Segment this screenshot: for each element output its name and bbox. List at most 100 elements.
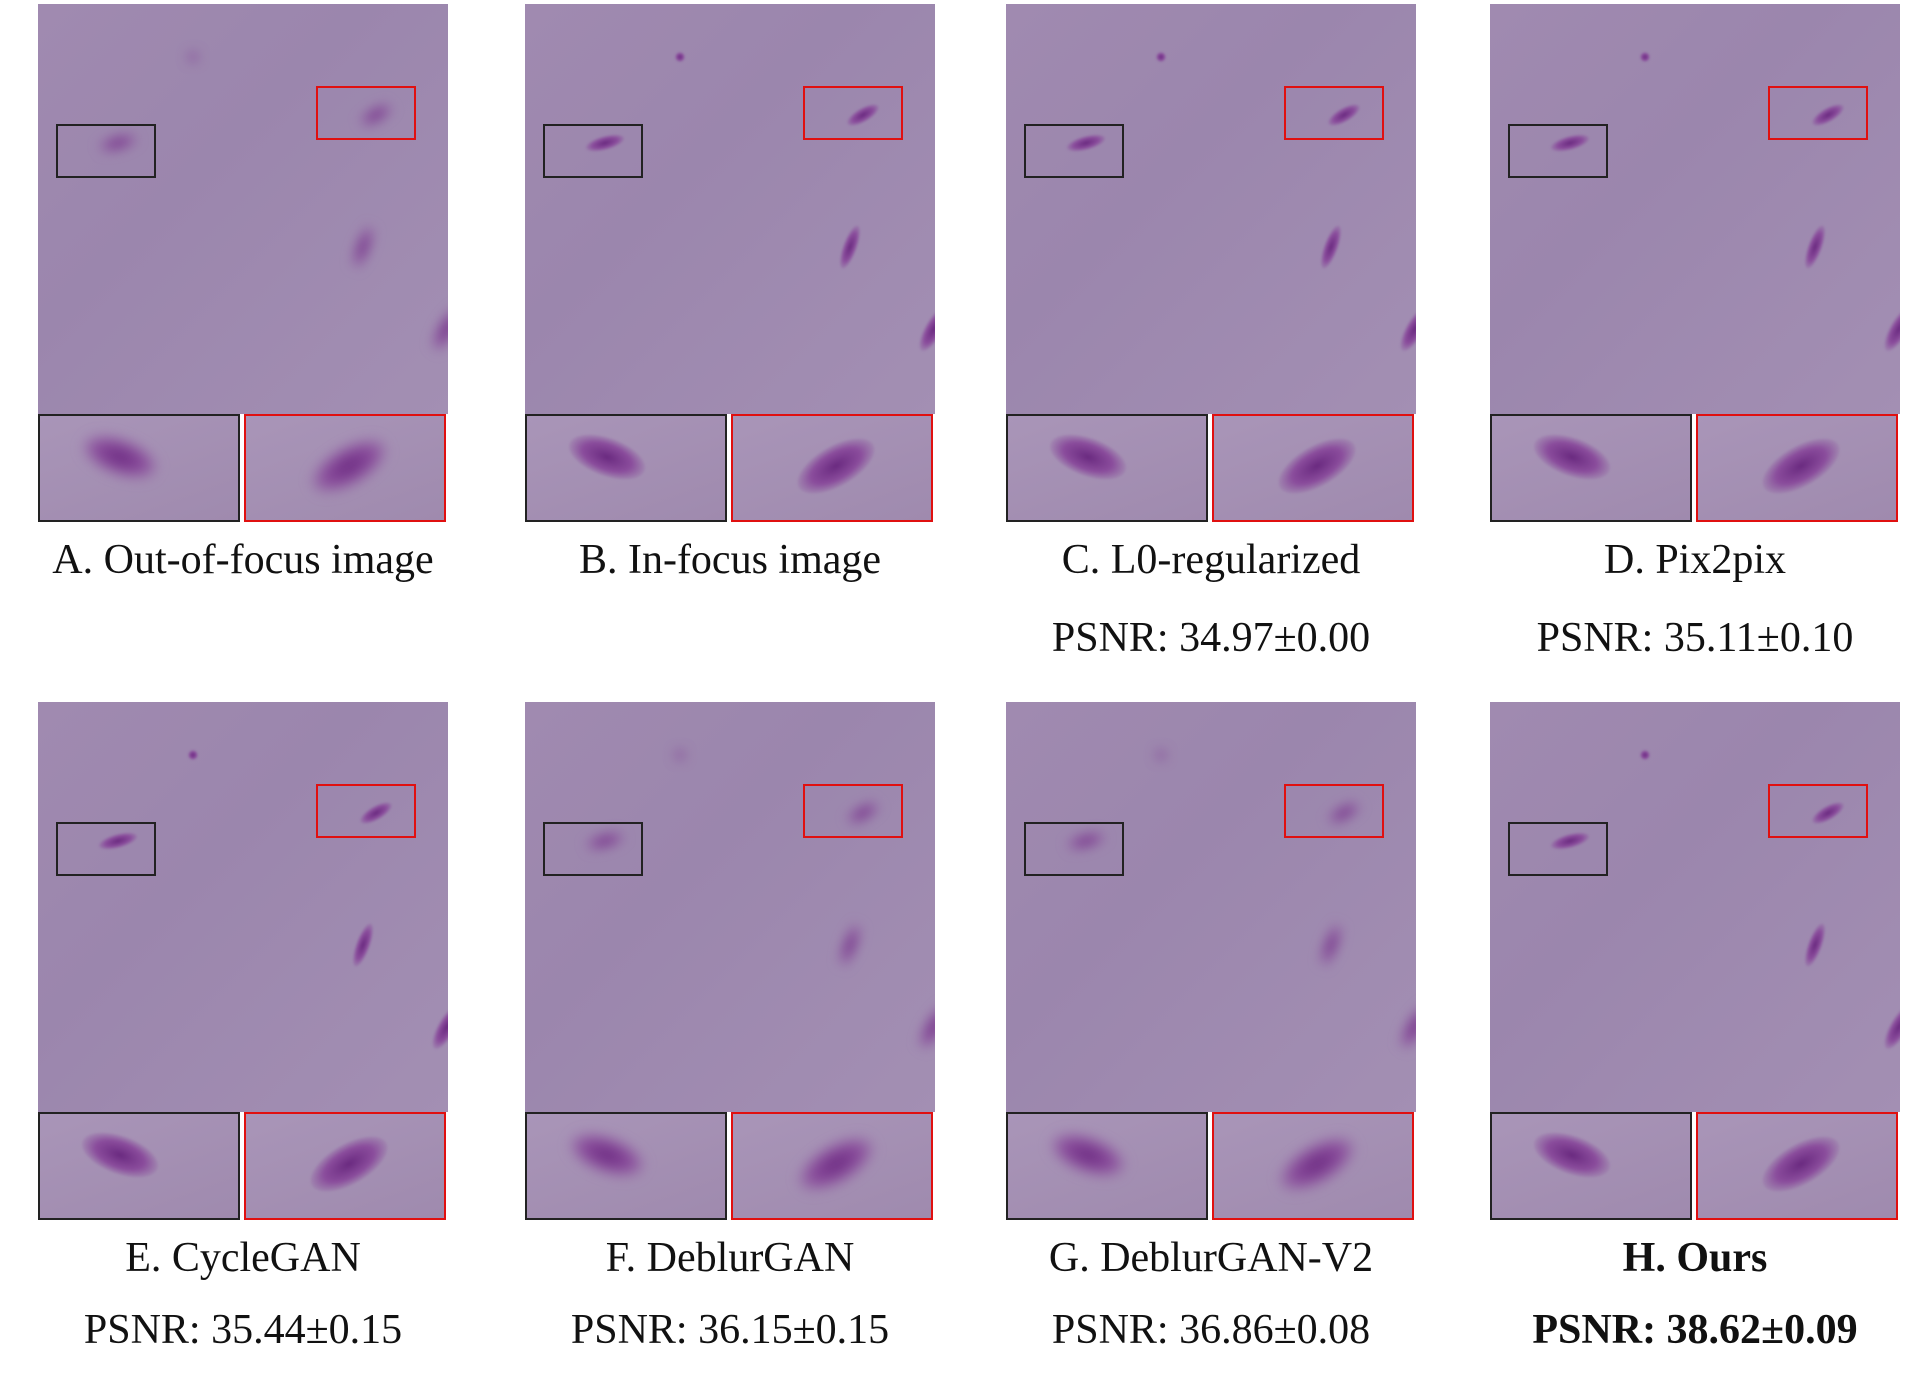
organism-zoomed xyxy=(788,427,884,505)
organism-zoomed xyxy=(1753,427,1849,505)
psnr-value: PSNR: 38.62±0.09 xyxy=(1532,1307,1858,1353)
micrograph xyxy=(1006,702,1416,1222)
psnr-value: PSNR: 34.97±0.00 xyxy=(1051,615,1371,661)
organism xyxy=(913,302,935,356)
panel-caption: G. DeblurGAN-V2 xyxy=(1048,1235,1374,1281)
organism xyxy=(1878,1000,1900,1054)
zoom-red xyxy=(244,1112,446,1220)
main-image xyxy=(1006,4,1416,414)
main-image xyxy=(525,4,935,414)
organism xyxy=(1156,750,1166,760)
organism-zoomed xyxy=(1269,427,1365,505)
organism xyxy=(675,750,685,760)
roi-red-box xyxy=(1284,86,1384,140)
organism-zoomed xyxy=(1527,425,1617,489)
main-image xyxy=(1490,702,1900,1112)
roi-black-box xyxy=(56,822,156,876)
micrograph xyxy=(38,4,448,524)
organism xyxy=(348,920,378,970)
zoom-black xyxy=(525,414,727,522)
roi-black-box xyxy=(543,822,643,876)
organism xyxy=(1878,302,1900,356)
zoom-black xyxy=(1490,1112,1692,1220)
zoom-red xyxy=(731,1112,933,1220)
panel-caption: H. Ours xyxy=(1622,1235,1768,1281)
organism xyxy=(1800,222,1830,272)
organism-zoomed xyxy=(1043,1123,1133,1187)
main-image xyxy=(1490,4,1900,414)
organism xyxy=(1640,52,1650,62)
organism xyxy=(426,302,448,356)
zoom-black xyxy=(525,1112,727,1220)
main-image xyxy=(1006,702,1416,1112)
organism xyxy=(1156,52,1166,62)
roi-black-box xyxy=(1024,124,1124,178)
organism-zoomed xyxy=(75,1123,165,1187)
roi-black-box xyxy=(1508,124,1608,178)
roi-red-box xyxy=(316,86,416,140)
psnr-value: PSNR: 36.15±0.15 xyxy=(570,1307,890,1353)
organism-zoomed xyxy=(1753,1125,1849,1203)
organism xyxy=(835,222,865,272)
organism xyxy=(1316,222,1346,272)
organism-zoomed xyxy=(1043,425,1133,489)
roi-red-box xyxy=(316,784,416,838)
micrograph xyxy=(525,4,935,524)
zoom-black xyxy=(1490,414,1692,522)
organism xyxy=(188,52,198,62)
main-image xyxy=(38,4,448,414)
organism xyxy=(1640,750,1650,760)
zoom-red xyxy=(1696,414,1898,522)
roi-red-box xyxy=(1768,86,1868,140)
organism xyxy=(426,1000,448,1054)
micrograph xyxy=(1490,4,1900,524)
panel-caption: F. DeblurGAN xyxy=(605,1235,855,1281)
organism xyxy=(675,52,685,62)
roi-red-box xyxy=(803,784,903,838)
zoom-black xyxy=(1006,414,1208,522)
micrograph xyxy=(38,702,448,1222)
zoom-red xyxy=(1212,414,1414,522)
panel-caption: C. L0-regularized xyxy=(1061,537,1361,583)
roi-red-box xyxy=(1768,784,1868,838)
psnr-value: PSNR: 35.44±0.15 xyxy=(83,1307,403,1353)
panel-caption: B. In-focus image xyxy=(578,537,882,583)
organism xyxy=(835,920,865,970)
organism xyxy=(1394,1000,1416,1054)
main-image xyxy=(525,702,935,1112)
organism-zoomed xyxy=(562,1123,652,1187)
micrograph xyxy=(1006,4,1416,524)
organism xyxy=(913,1000,935,1054)
micrograph xyxy=(1490,702,1900,1222)
organism-zoomed xyxy=(301,1125,397,1203)
psnr-value: PSNR: 35.11±0.10 xyxy=(1536,615,1854,661)
roi-black-box xyxy=(543,124,643,178)
roi-red-box xyxy=(1284,784,1384,838)
organism xyxy=(1394,302,1416,356)
organism xyxy=(1316,920,1346,970)
micrograph xyxy=(525,702,935,1222)
psnr-value: PSNR: 36.86±0.08 xyxy=(1051,1307,1371,1353)
panel-caption: E. CycleGAN xyxy=(125,1235,361,1281)
organism-zoomed xyxy=(75,425,165,489)
zoom-red xyxy=(1696,1112,1898,1220)
organism-zoomed xyxy=(788,1125,884,1203)
organism xyxy=(1800,920,1830,970)
organism-zoomed xyxy=(301,427,397,505)
roi-black-box xyxy=(1024,822,1124,876)
main-image xyxy=(38,702,448,1112)
zoom-black xyxy=(38,1112,240,1220)
zoom-black xyxy=(38,414,240,522)
panel-caption: A. Out-of-focus image xyxy=(52,537,434,583)
panel-caption: D. Pix2pix xyxy=(1603,537,1787,583)
organism xyxy=(188,750,198,760)
zoom-red xyxy=(244,414,446,522)
organism-zoomed xyxy=(1527,1123,1617,1187)
roi-black-box xyxy=(1508,822,1608,876)
zoom-black xyxy=(1006,1112,1208,1220)
organism-zoomed xyxy=(562,425,652,489)
roi-black-box xyxy=(56,124,156,178)
organism xyxy=(348,222,378,272)
zoom-red xyxy=(731,414,933,522)
zoom-red xyxy=(1212,1112,1414,1220)
